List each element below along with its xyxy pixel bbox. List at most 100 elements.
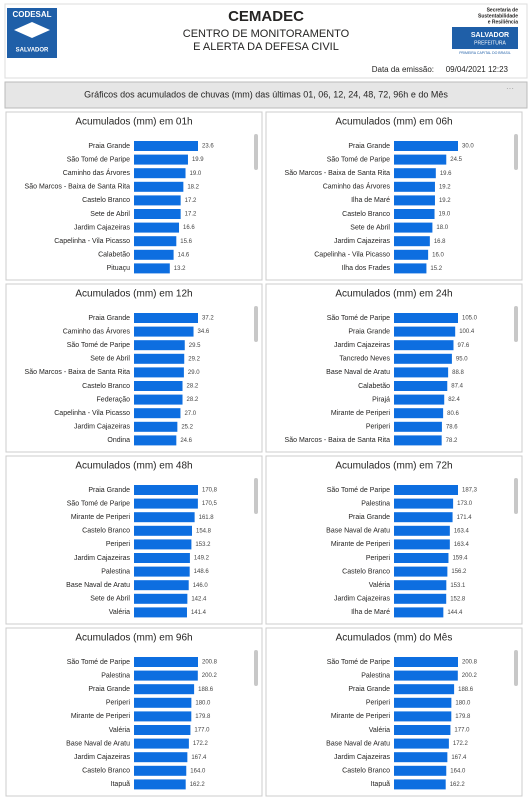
- scrollbar: [514, 306, 518, 342]
- category-label: Periperi: [366, 700, 391, 707]
- category-label: Castelo Branco: [82, 197, 130, 204]
- value-label: 200.8: [202, 660, 218, 666]
- value-label: 19.6: [440, 171, 452, 177]
- value-label: 18.0: [436, 225, 448, 231]
- chart-title: Acumulados (mm) em 01h: [75, 117, 192, 128]
- scrollbar: [514, 650, 518, 686]
- logo-right-sub: PREFEITURA: [474, 40, 506, 46]
- scrollbar: [514, 134, 518, 170]
- value-label: 24.5: [450, 157, 462, 163]
- bar: [394, 684, 455, 695]
- category-label: Jardim Cajazeiras: [74, 754, 131, 761]
- category-label: Periperi: [106, 541, 131, 548]
- category-label: Mirante de Periperi: [331, 410, 391, 417]
- value-label: 164.0: [450, 768, 466, 774]
- category-label: Mirante de Periperi: [71, 514, 131, 521]
- value-label: 97.6: [457, 343, 469, 349]
- header-subtitle: E ALERTA DA DEFESA CIVIL: [193, 41, 339, 53]
- header-box: [4, 3, 528, 79]
- value-label: 179.8: [195, 714, 211, 720]
- category-label: Pirajá: [372, 396, 390, 403]
- bar: [134, 765, 187, 776]
- chart-title: Acumulados (mm) em 48h: [75, 461, 192, 472]
- bar: [134, 236, 177, 247]
- value-label: 162.2: [450, 782, 466, 788]
- value-label: 149.2: [194, 556, 210, 562]
- value-label: 29.0: [188, 370, 200, 376]
- value-label: 161.8: [199, 515, 215, 521]
- value-label: 13.2: [174, 266, 186, 272]
- chart-title: Acumulados (mm) em 72h: [335, 461, 452, 472]
- category-label: Capelinha - Vila Picasso: [314, 252, 390, 259]
- category-label: São Tomé de Paripe: [327, 659, 390, 666]
- value-label: 163.4: [454, 542, 470, 548]
- bar: [394, 222, 433, 233]
- chart-title: Acumulados (mm) em 96h: [75, 633, 192, 644]
- category-label: Jardim Cajazeiras: [74, 224, 131, 231]
- bar: [394, 553, 449, 563]
- logo-left-text: CODESAL: [12, 10, 51, 19]
- value-label: 171.4: [457, 515, 473, 521]
- category-label: Valéria: [109, 609, 130, 616]
- value-label: 34.6: [198, 329, 210, 335]
- category-label: São Tomé de Paripe: [67, 342, 130, 349]
- category-label: Jardim Cajazeiras: [74, 424, 131, 431]
- bar: [394, 752, 448, 763]
- bar: [394, 607, 444, 618]
- category-label: Tancredo Neves: [339, 356, 390, 363]
- category-label: Jardim Cajazeiras: [334, 754, 391, 761]
- scrollbar: [254, 650, 258, 686]
- category-label: São Tomé de Paripe: [67, 156, 130, 163]
- bar: [134, 421, 178, 432]
- category-label: Caminho das Árvores: [63, 326, 131, 335]
- bar: [134, 485, 198, 495]
- category-label: Palestina: [361, 500, 390, 507]
- value-label: 177.0: [454, 728, 470, 734]
- value-label: 15.6: [180, 239, 192, 245]
- value-label: 187,3: [462, 488, 478, 494]
- category-label: Palestina: [101, 672, 130, 679]
- value-label: 24.6: [180, 438, 192, 444]
- category-label: Jardim Cajazeiras: [334, 342, 391, 349]
- category-label: Capelinha - Vila Picasso: [54, 410, 130, 417]
- category-label: São Marcos - Baixa de Santa Rita: [285, 437, 391, 444]
- bar: [134, 326, 194, 337]
- value-label: 105.0: [462, 316, 478, 322]
- value-label: 87.4: [451, 384, 463, 390]
- category-label: São Marcos - Baixa de Santa Rita: [25, 369, 131, 376]
- value-label: 28.2: [187, 384, 199, 390]
- category-label: Praia Grande: [348, 328, 390, 335]
- bar: [134, 566, 190, 577]
- bar: [394, 141, 458, 151]
- scrollbar: [254, 306, 258, 342]
- value-label: 88.8: [452, 370, 464, 376]
- category-label: Jardim Cajazeiras: [334, 238, 391, 245]
- bar: [394, 738, 449, 749]
- value-label: 188.6: [198, 687, 214, 693]
- bar: [394, 168, 436, 179]
- category-label: Caminho das Árvores: [323, 182, 391, 191]
- category-label: Base Naval de Aratu: [326, 369, 390, 376]
- value-label: 27.0: [184, 411, 196, 417]
- bar: [134, 168, 186, 179]
- value-label: 144.4: [447, 610, 463, 616]
- category-label: Periperi: [106, 700, 131, 707]
- logo-right-text: SALVADOR: [471, 32, 509, 39]
- bar: [394, 209, 435, 219]
- bar: [134, 408, 181, 419]
- value-label: 159.4: [452, 556, 468, 562]
- bar: [134, 697, 192, 708]
- bar: [134, 738, 189, 749]
- category-label: Periperi: [366, 555, 391, 562]
- value-label: 179.8: [455, 714, 471, 720]
- category-label: Ilha de Maré: [351, 609, 390, 616]
- category-label: Praia Grande: [348, 143, 390, 150]
- bar: [134, 222, 180, 233]
- bar: [394, 525, 450, 536]
- bar: [134, 381, 183, 391]
- value-label: 19.2: [439, 184, 451, 190]
- more-icon[interactable]: ···: [506, 84, 514, 93]
- value-label: 15.2: [430, 266, 442, 272]
- category-label: Calabetão: [98, 252, 130, 259]
